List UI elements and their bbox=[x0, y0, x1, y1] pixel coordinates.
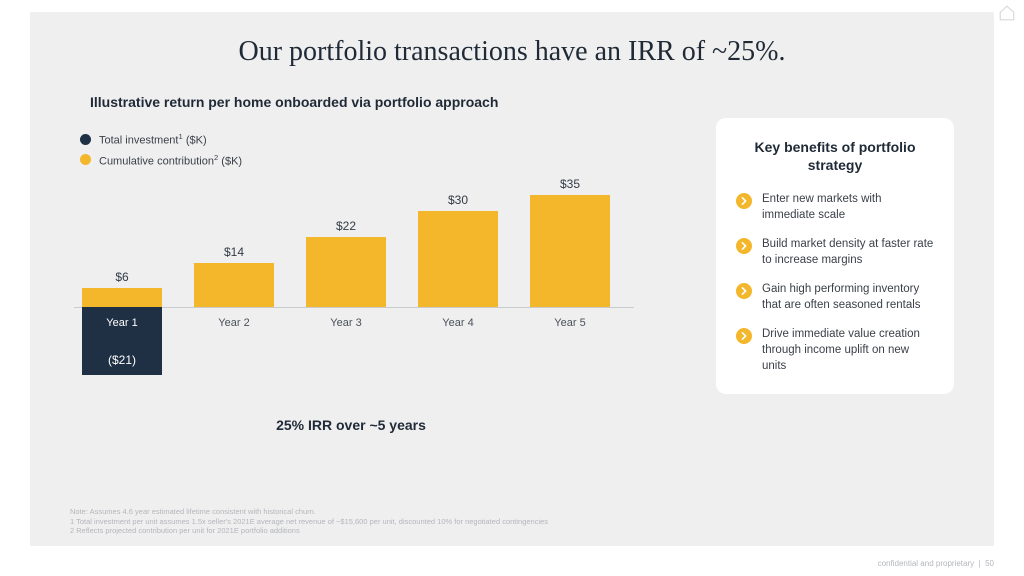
benefit-text: Enter new markets with immediate scale bbox=[762, 192, 934, 223]
footer-page: 50 bbox=[985, 559, 994, 568]
legend-item: Cumulative contribution2 ($K) bbox=[80, 153, 692, 168]
bar-value-label: $6 bbox=[82, 270, 162, 284]
benefits-card: Key benefits of portfolio strategy Enter… bbox=[716, 118, 954, 394]
bar-positive bbox=[306, 237, 386, 307]
benefit-item: Enter new markets with immediate scale bbox=[736, 192, 934, 223]
chart-legend: Total investment1 ($K) Cumulative contrib… bbox=[80, 132, 692, 167]
benefit-item: Build market density at faster rate to i… bbox=[736, 237, 934, 268]
chart-caption: 25% IRR over ~5 years bbox=[10, 417, 692, 433]
bar-positive bbox=[194, 263, 274, 308]
bar-chart: $6 Year 1 ($21) $14 Year 2 $22 Year 3 $30 Year 4… bbox=[74, 177, 634, 397]
bar-category-label: Year 5 bbox=[530, 317, 610, 329]
bar-category-label: Year 1 bbox=[82, 317, 162, 329]
footnote-line: 1 Total investment per unit assumes 1.5x… bbox=[70, 517, 548, 527]
footnote-line: Note: Assumes 4.6 year estimated lifetim… bbox=[70, 507, 548, 517]
bar-value-label: $14 bbox=[194, 245, 274, 259]
benefit-text: Build market density at faster rate to i… bbox=[762, 237, 934, 268]
chart-column: Illustrative return per home onboarded v… bbox=[70, 94, 692, 433]
footer-text: confidential and proprietary bbox=[878, 559, 975, 568]
benefits-title: Key benefits of portfolio strategy bbox=[736, 138, 934, 174]
legend-swatch bbox=[80, 154, 91, 165]
bar-positive bbox=[418, 211, 498, 307]
bar-value-label: $35 bbox=[530, 177, 610, 191]
benefit-item: Drive immediate value creation through i… bbox=[736, 327, 934, 374]
benefits-list: Enter new markets with immediate scale Bu… bbox=[736, 192, 934, 374]
legend-label: Total investment1 ($K) bbox=[99, 132, 207, 147]
legend-item: Total investment1 ($K) bbox=[80, 132, 692, 147]
bar-positive bbox=[530, 195, 610, 307]
benefit-item: Gain high performing inventory that are … bbox=[736, 282, 934, 313]
bar-category-label: Year 2 bbox=[194, 317, 274, 329]
benefit-text: Drive immediate value creation through i… bbox=[762, 327, 934, 374]
bar-category-label: Year 3 bbox=[306, 317, 386, 329]
bar-negative-value-label: ($21) bbox=[82, 353, 162, 367]
chevron-right-icon bbox=[736, 328, 752, 344]
bar-value-label: $22 bbox=[306, 219, 386, 233]
footer: confidential and proprietary | 50 bbox=[878, 559, 994, 568]
bar-category-label: Year 4 bbox=[418, 317, 498, 329]
legend-label: Cumulative contribution2 ($K) bbox=[99, 153, 242, 168]
footnotes: Note: Assumes 4.6 year estimated lifetim… bbox=[70, 507, 548, 536]
bar-positive bbox=[82, 288, 162, 307]
content-row: Illustrative return per home onboarded v… bbox=[70, 94, 954, 433]
chevron-right-icon bbox=[736, 193, 752, 209]
slide-container: Our portfolio transactions have an IRR o… bbox=[30, 12, 994, 546]
page-title: Our portfolio transactions have an IRR o… bbox=[70, 36, 954, 68]
legend-swatch bbox=[80, 134, 91, 145]
chevron-right-icon bbox=[736, 283, 752, 299]
corner-logo-icon bbox=[998, 4, 1016, 27]
benefit-text: Gain high performing inventory that are … bbox=[762, 282, 934, 313]
footnote-line: 2 Reflects projected contribution per un… bbox=[70, 526, 548, 536]
chevron-right-icon bbox=[736, 238, 752, 254]
bar-value-label: $30 bbox=[418, 193, 498, 207]
chart-subtitle: Illustrative return per home onboarded v… bbox=[90, 94, 692, 110]
